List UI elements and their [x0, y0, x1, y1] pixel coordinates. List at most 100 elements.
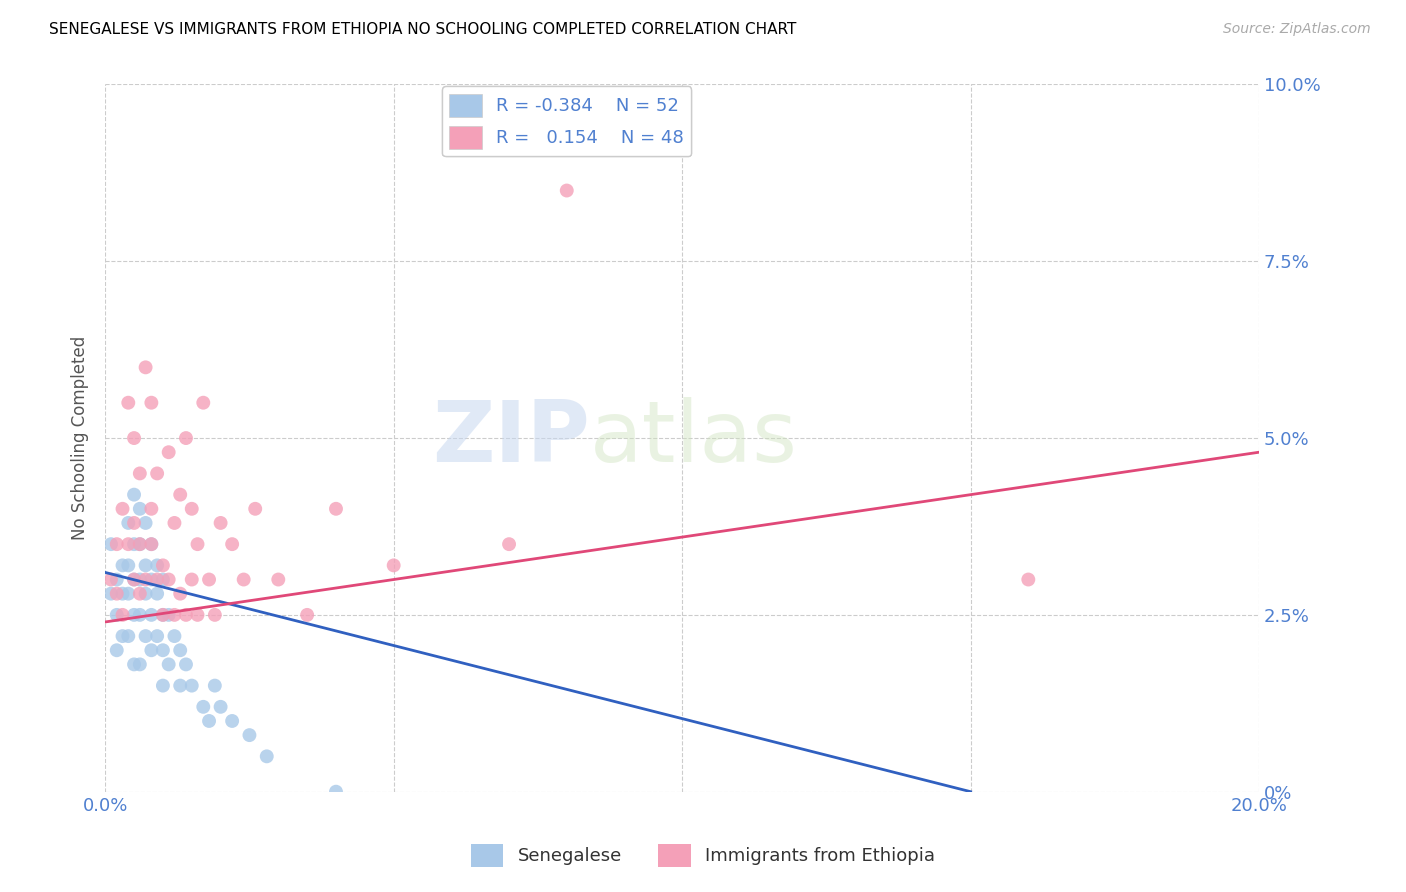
- Point: [128, 537, 150, 551]
- Point: [180, 501, 202, 516]
- Point: [169, 587, 191, 601]
- Legend: R = -0.384    N = 52, R =   0.154    N = 48: R = -0.384 N = 52, R = 0.154 N = 48: [443, 87, 692, 156]
- Point: [204, 607, 226, 622]
- Point: [198, 573, 221, 587]
- Point: [122, 488, 145, 502]
- Point: [238, 728, 260, 742]
- Point: [163, 607, 186, 622]
- Point: [135, 629, 157, 643]
- Text: atlas: atlas: [591, 397, 797, 480]
- Text: SENEGALESE VS IMMIGRANTS FROM ETHIOPIA NO SCHOOLING COMPLETED CORRELATION CHART: SENEGALESE VS IMMIGRANTS FROM ETHIOPIA N…: [49, 22, 797, 37]
- Point: [141, 607, 163, 622]
- Point: [232, 573, 254, 587]
- Text: Source: ZipAtlas.com: Source: ZipAtlas.com: [1223, 22, 1371, 37]
- Point: [128, 467, 150, 481]
- Point: [111, 587, 134, 601]
- Point: [498, 537, 520, 551]
- Point: [122, 607, 145, 622]
- Point: [382, 558, 405, 573]
- Point: [105, 537, 128, 551]
- Point: [122, 537, 145, 551]
- Point: [209, 699, 232, 714]
- Point: [111, 501, 134, 516]
- Point: [122, 573, 145, 587]
- Point: [180, 679, 202, 693]
- Point: [122, 516, 145, 530]
- Point: [146, 587, 169, 601]
- Point: [163, 629, 186, 643]
- Point: [111, 558, 134, 573]
- Point: [152, 679, 174, 693]
- Point: [122, 657, 145, 672]
- Point: [128, 501, 150, 516]
- Point: [100, 537, 122, 551]
- Point: [209, 516, 232, 530]
- Point: [111, 629, 134, 643]
- Point: [1017, 573, 1039, 587]
- Point: [117, 537, 139, 551]
- Point: [152, 573, 174, 587]
- Point: [555, 184, 578, 198]
- Point: [135, 573, 157, 587]
- Point: [105, 573, 128, 587]
- Point: [117, 629, 139, 643]
- Point: [193, 395, 215, 409]
- Point: [128, 657, 150, 672]
- Point: [105, 607, 128, 622]
- Point: [180, 573, 202, 587]
- Point: [256, 749, 278, 764]
- Y-axis label: No Schooling Completed: No Schooling Completed: [72, 336, 89, 541]
- Point: [204, 679, 226, 693]
- Point: [141, 395, 163, 409]
- Point: [221, 714, 243, 728]
- Point: [117, 395, 139, 409]
- Point: [157, 607, 180, 622]
- Point: [169, 679, 191, 693]
- Point: [152, 607, 174, 622]
- Point: [141, 501, 163, 516]
- Point: [105, 643, 128, 657]
- Point: [186, 537, 208, 551]
- Point: [152, 558, 174, 573]
- Point: [117, 558, 139, 573]
- Point: [267, 573, 290, 587]
- Point: [122, 573, 145, 587]
- Point: [146, 573, 169, 587]
- Point: [193, 699, 215, 714]
- Point: [117, 516, 139, 530]
- Point: [146, 558, 169, 573]
- Point: [169, 488, 191, 502]
- Point: [111, 607, 134, 622]
- Point: [122, 431, 145, 445]
- Point: [146, 629, 169, 643]
- Point: [117, 587, 139, 601]
- Point: [152, 607, 174, 622]
- Point: [157, 657, 180, 672]
- Point: [186, 607, 208, 622]
- Text: ZIP: ZIP: [432, 397, 591, 480]
- Point: [135, 516, 157, 530]
- Point: [135, 360, 157, 375]
- Point: [100, 587, 122, 601]
- Point: [141, 643, 163, 657]
- Point: [128, 587, 150, 601]
- Point: [135, 587, 157, 601]
- Point: [128, 607, 150, 622]
- Point: [146, 467, 169, 481]
- Point: [221, 537, 243, 551]
- Point: [174, 431, 197, 445]
- Point: [141, 573, 163, 587]
- Point: [169, 643, 191, 657]
- Point: [105, 587, 128, 601]
- Point: [152, 643, 174, 657]
- Point: [325, 501, 347, 516]
- Point: [141, 537, 163, 551]
- Point: [128, 537, 150, 551]
- Point: [198, 714, 221, 728]
- Point: [174, 657, 197, 672]
- Point: [135, 558, 157, 573]
- Legend: Senegalese, Immigrants from Ethiopia: Senegalese, Immigrants from Ethiopia: [464, 837, 942, 874]
- Point: [100, 573, 122, 587]
- Point: [157, 445, 180, 459]
- Point: [295, 607, 318, 622]
